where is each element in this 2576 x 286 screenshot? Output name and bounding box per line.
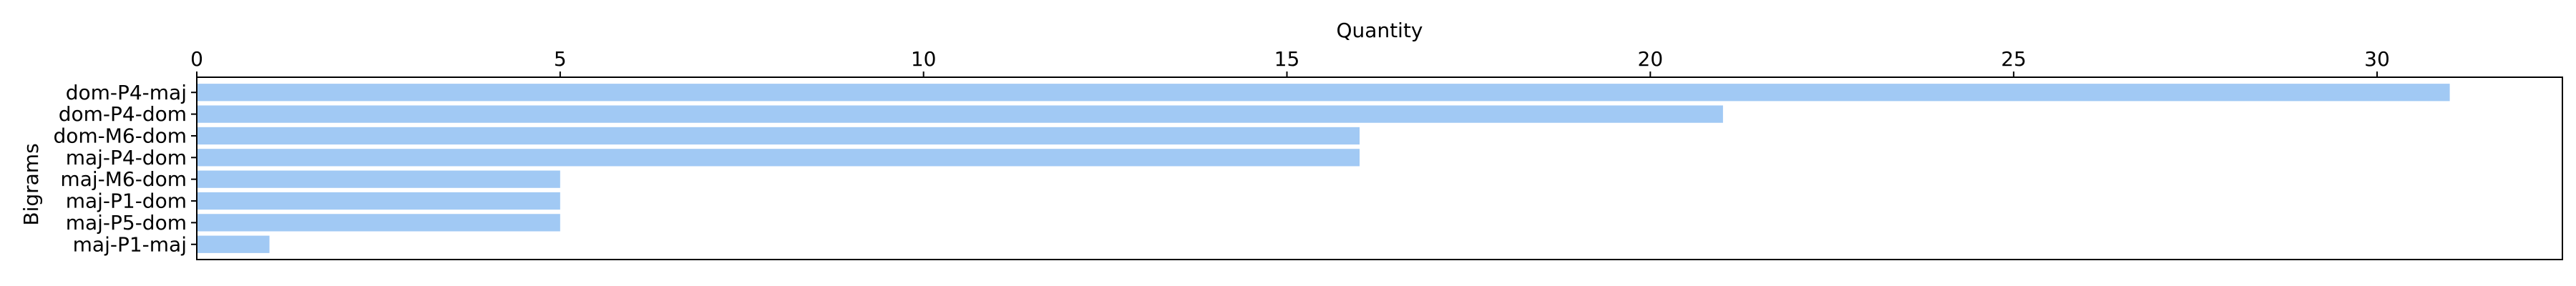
y-axis-title: Bigrams [19,143,43,225]
x-axis-title: Quantity [1337,19,1423,42]
bar-maj-P1-dom [197,192,560,210]
y-ticks-group: dom-P4-majdom-P4-domdom-M6-dommaj-P4-dom… [53,81,197,256]
y-tick-label: maj-P5-dom [66,211,187,235]
bar-maj-P1-maj [197,235,270,253]
x-tick-label: 0 [190,47,203,71]
x-tick-label: 5 [554,47,567,71]
bar-maj-M6-dom [197,170,560,188]
y-tick-label: dom-P4-dom [59,102,187,126]
bar-dom-P4-dom [197,105,1723,123]
y-tick-label: maj-P1-dom [66,189,187,213]
x-tick-label: 25 [2001,47,2026,71]
x-tick-label: 15 [1274,47,1300,71]
bar-maj-P4-dom [197,149,1360,167]
bar-dom-M6-dom [197,127,1360,145]
y-tick-label: dom-P4-maj [66,81,187,104]
x-tick-label: 20 [1638,47,1664,71]
y-tick-label: dom-M6-dom [53,124,187,147]
x-tick-label: 30 [2364,47,2390,71]
bars-group [197,84,2450,253]
y-tick-label: maj-P4-dom [66,146,187,169]
x-tick-label: 10 [911,47,937,71]
bar-dom-P4-maj [197,84,2450,102]
y-tick-label: maj-P1-maj [73,232,187,256]
x-ticks-group: 0 5 10 15 20 25 30 [190,47,2390,77]
bar-maj-P5-dom [197,214,560,232]
plot-frame [196,77,2563,260]
y-tick-label: maj-M6-dom [60,167,187,191]
